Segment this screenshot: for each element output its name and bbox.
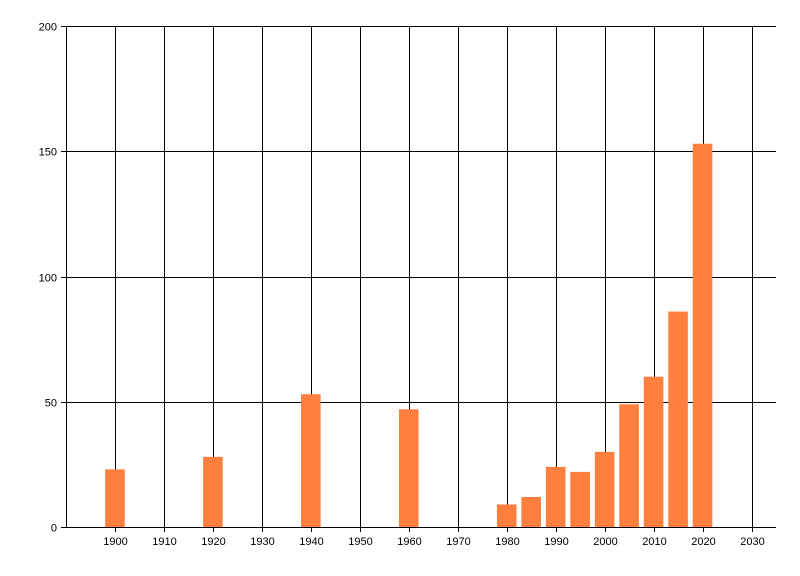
- x-tick-label: 1990: [544, 536, 568, 548]
- y-tick-label: 100: [39, 273, 57, 285]
- x-tick-label: 1940: [299, 536, 323, 548]
- bar-2015: [668, 311, 688, 527]
- x-tick-label: 1910: [152, 536, 176, 548]
- bar-1985: [521, 496, 541, 527]
- x-tick-label: 1980: [495, 536, 519, 548]
- x-tick-label: 1920: [201, 536, 225, 548]
- bars: [105, 143, 713, 528]
- bar-2010: [643, 376, 664, 527]
- axes: [66, 26, 776, 528]
- x-tick-label: 1900: [103, 536, 127, 548]
- bar-1920: [203, 456, 223, 527]
- x-tick-label: 2010: [642, 536, 666, 548]
- bar-1995: [570, 471, 590, 527]
- y-tick-label: 200: [39, 22, 57, 34]
- x-tick-label: 1970: [446, 536, 470, 548]
- bar-1900: [105, 469, 125, 527]
- x-tick-label: 2030: [740, 536, 764, 548]
- y-tick-label: 0: [51, 523, 57, 535]
- x-tick-label: 1950: [348, 536, 372, 548]
- x-tick-label: 2000: [593, 536, 617, 548]
- bar-1990: [545, 466, 566, 527]
- bar-1980: [496, 504, 517, 527]
- y-tick-label: 50: [45, 398, 57, 410]
- y-tick-label: 150: [39, 147, 57, 159]
- bar-2005: [619, 404, 639, 527]
- y-axis-ticks: 0 50 100 150 200: [39, 22, 66, 535]
- bar-1940: [301, 394, 321, 527]
- x-axis-ticks: 1900 1910 1920 1930 1940 1950 1960 1970 1980 1990…: [103, 527, 765, 548]
- bar-1960: [398, 409, 419, 527]
- x-tick-label: 1930: [250, 536, 274, 548]
- bar-2020: [692, 143, 713, 528]
- x-tick-label: 1960: [397, 536, 421, 548]
- x-tick-label: 2020: [691, 536, 715, 548]
- bar-2000: [594, 451, 615, 527]
